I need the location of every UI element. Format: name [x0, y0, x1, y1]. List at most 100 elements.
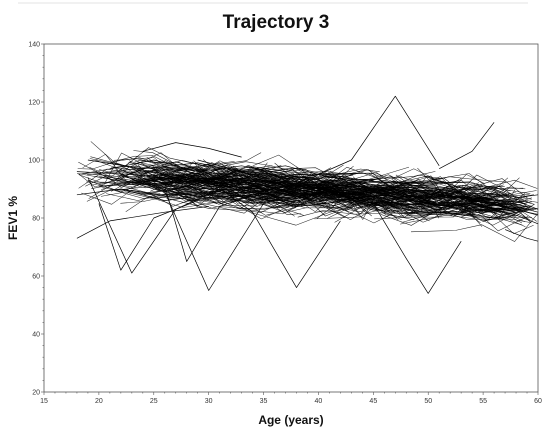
- bundle-trajectory: [458, 208, 531, 211]
- bundle-trajectory: [195, 173, 344, 198]
- bundle-trajectory: [400, 207, 534, 235]
- bundle-trajectory: [382, 195, 535, 216]
- bundle-trajectory: [268, 202, 302, 215]
- x-axis-ticks: 15 20 25 30 35 40 45 50 55 60: [40, 392, 542, 405]
- bundle-trajectory: [128, 188, 280, 207]
- bundle-trajectory: [297, 210, 393, 224]
- bundle-trajectory: [395, 176, 502, 191]
- y-axis-ticks: 20 40 60 80 100 120 140: [28, 42, 44, 397]
- trajectory-line-2: [76, 188, 275, 201]
- trajectory-line-36: [372, 203, 462, 294]
- bundle-trajectory: [349, 169, 436, 179]
- bundle-trajectory: [374, 202, 509, 220]
- bundle-trajectory: [368, 180, 493, 189]
- bundle-trajectory: [302, 192, 353, 201]
- bundle-trajectory: [197, 178, 335, 200]
- bundle-trajectory: [399, 196, 482, 202]
- bundle-trajectory: [111, 166, 185, 175]
- x-tick-label: 30: [205, 398, 213, 405]
- y-axis-label: FEV1 %: [6, 196, 20, 240]
- bundle-trajectory: [94, 161, 249, 184]
- bundle-trajectory: [166, 167, 287, 195]
- bundle-trajectory: [241, 167, 334, 178]
- bundle-trajectory: [153, 196, 215, 210]
- bundle-trajectory: [85, 176, 262, 196]
- bundle-trajectory: [159, 181, 282, 201]
- bundle-trajectory: [359, 180, 464, 196]
- y-tick-label: 120: [28, 100, 40, 107]
- bundle-trajectory: [194, 183, 348, 194]
- bundle-trajectory: [318, 198, 415, 221]
- bundle-trajectory: [228, 193, 297, 216]
- y-tick-label: 20: [32, 390, 40, 397]
- bundle-trajectory: [166, 198, 258, 209]
- trajectory-line-14: [142, 142, 242, 158]
- bundle-trajectory: [246, 165, 397, 190]
- bundle-trajectory: [205, 186, 403, 214]
- bundle-trajectory: [203, 165, 366, 190]
- bundle-trajectory: [303, 204, 350, 213]
- bundle-trajectory: [288, 175, 426, 204]
- trajectory-line-7: [98, 200, 198, 271]
- bundle-trajectory: [131, 173, 231, 191]
- x-tick-label: 60: [534, 398, 542, 405]
- y-tick-label: 60: [32, 274, 40, 281]
- bundle-trajectory: [154, 169, 203, 182]
- bundle-trajectory: [248, 168, 407, 196]
- bundle-trajectory: [77, 155, 208, 176]
- x-tick-label: 40: [315, 398, 323, 405]
- bundle-trajectory: [278, 184, 430, 210]
- x-tick-label: 25: [150, 398, 158, 405]
- bundle-trajectory: [220, 183, 331, 207]
- bundle-trajectory: [264, 181, 444, 195]
- bundle-trajectory: [250, 201, 374, 226]
- bundle-trajectory: [78, 167, 251, 190]
- bundle-trajectory: [124, 147, 262, 167]
- x-tick-label: 35: [260, 398, 268, 405]
- trajectory-line-31: [318, 95, 440, 175]
- trajectory-line-4: [76, 206, 209, 239]
- x-tick-label: 55: [479, 398, 487, 405]
- bundle-trajectory: [106, 192, 161, 201]
- bundle-trajectory: [410, 213, 539, 242]
- x-tick-label: 45: [369, 398, 377, 405]
- x-tick-label: 15: [40, 398, 48, 405]
- bundle-trajectory: [245, 166, 438, 191]
- y-tick-label: 40: [32, 332, 40, 339]
- x-tick-label: 20: [95, 398, 103, 405]
- bundle-trajectory: [428, 173, 531, 194]
- bundle-trajectory: [174, 187, 320, 214]
- bundle-trajectory: [417, 167, 528, 199]
- trajectory-line-42: [439, 122, 495, 170]
- bundle-trajectory: [114, 183, 199, 207]
- bundle-trajectory: [288, 194, 400, 213]
- bundle-trajectory: [411, 194, 502, 214]
- bundle-trajectory: [458, 186, 505, 188]
- bundle-trajectory: [464, 199, 516, 201]
- bundle-trajectory: [302, 187, 360, 202]
- bundle-trajectory: [369, 183, 532, 211]
- y-tick-label: 80: [32, 216, 40, 223]
- bundle-trajectory: [420, 190, 466, 199]
- bundle-trajectory: [285, 177, 414, 206]
- bundle-trajectory: [89, 158, 185, 169]
- x-axis-label: Age (years): [258, 413, 323, 427]
- bundle-trajectory: [325, 190, 531, 221]
- bundle-trajectory: [156, 168, 224, 172]
- bundle-trajectory: [191, 178, 404, 200]
- chart-title: Trajectory 3: [223, 12, 330, 33]
- trajectory-bundle: [76, 141, 539, 242]
- bundle-trajectory: [317, 184, 368, 208]
- bundle-trajectory: [455, 193, 511, 208]
- bundle-trajectory: [272, 178, 348, 197]
- bundle-trajectory: [209, 190, 299, 206]
- plot-frame: [43, 43, 539, 393]
- bundle-trajectory: [248, 191, 388, 203]
- bundle-trajectory: [464, 207, 496, 214]
- trajectory-line-46: [483, 214, 539, 225]
- x-tick-label: 50: [424, 398, 432, 405]
- bundle-trajectory: [214, 181, 372, 205]
- bundle-trajectory: [97, 185, 218, 205]
- bundle-trajectory: [401, 211, 529, 232]
